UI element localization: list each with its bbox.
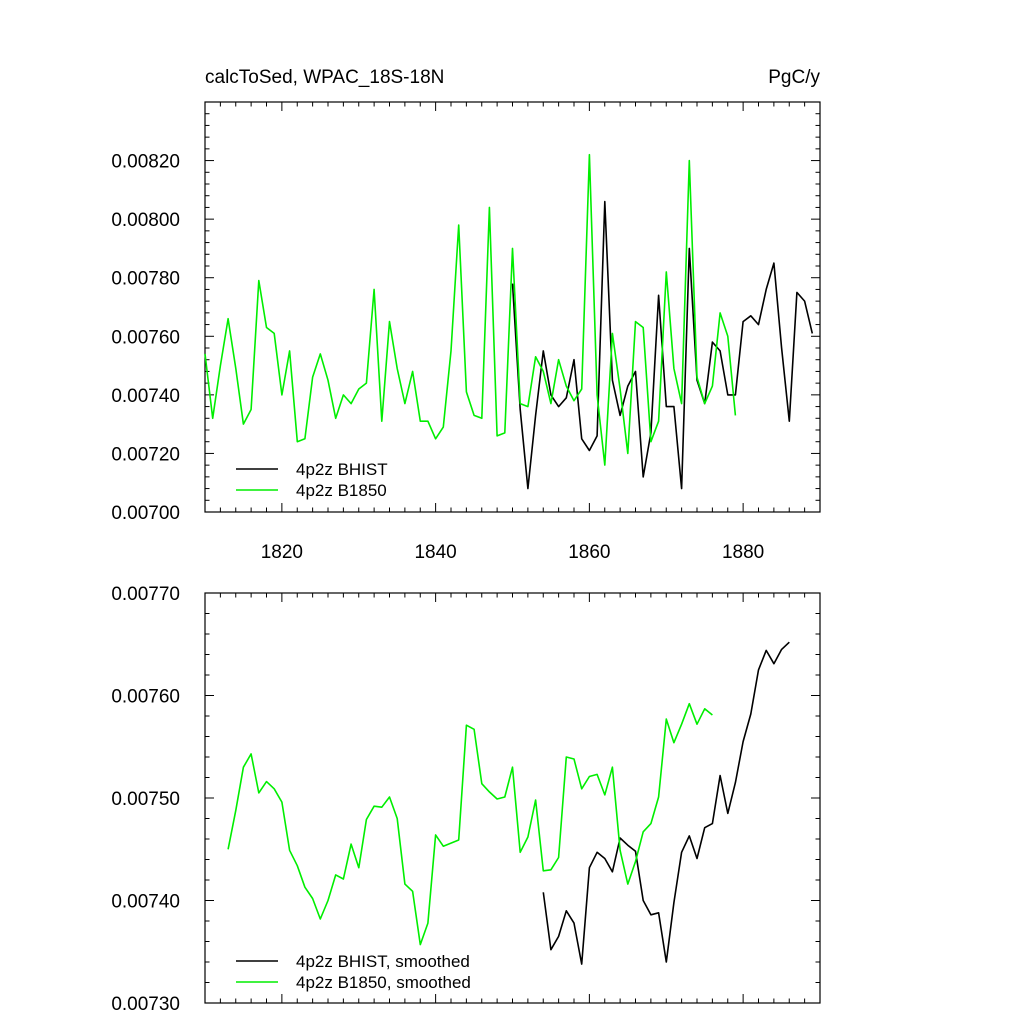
legend-label: 4p2z BHIST, smoothed (296, 952, 470, 971)
legend-label: 4p2z B1850 (296, 481, 387, 500)
y-tick-label: 0.00700 (111, 503, 180, 524)
plot-frame (204, 592, 821, 1004)
x-tick-label: 1880 (722, 542, 764, 563)
y-tick-label: 0.00760 (111, 327, 180, 348)
chart-units: PgC/y (768, 67, 820, 88)
plot-frame (204, 101, 821, 513)
y-tick-label: 0.00740 (111, 386, 180, 407)
axis-ticks (204, 101, 821, 513)
legend: 4p2z BHIST, smoothed 4p2z B1850, smoothed (236, 952, 471, 992)
y-tick-label: 0.00770 (111, 584, 180, 605)
axis-ticks (204, 592, 821, 1004)
x-tick-label: 1820 (261, 542, 303, 563)
chart-panel-1: 0.00700 0.00720 0.00740 0.00760 0.00780 0.008… (111, 67, 821, 563)
y-tick-label: 0.00740 (111, 892, 180, 913)
y-tick-label: 0.00800 (111, 210, 180, 231)
y-tick-label: 0.00750 (111, 789, 180, 810)
legend: 4p2z BHIST 4p2z B1850 (236, 460, 388, 500)
y-tick-label: 0.00760 (111, 687, 180, 708)
chart-panel-2: 0.00730 0.00740 0.00750 0.00760 0.00770 4p2z … (111, 584, 821, 1015)
chart-title: calcToSed, WPAC_18S-18N (205, 67, 444, 88)
series-line-1 (542, 641, 790, 965)
legend-label: 4p2z B1850, smoothed (296, 973, 471, 992)
series-line-2 (227, 702, 713, 946)
series-line-2 (204, 153, 737, 466)
x-tick-label: 1840 (414, 542, 456, 563)
legend-label: 4p2z BHIST (296, 460, 388, 479)
x-tick-label: 1860 (568, 542, 610, 563)
y-tick-label: 0.00730 (111, 994, 180, 1015)
y-tick-label: 0.00720 (111, 444, 180, 465)
y-tick-label: 0.00820 (111, 152, 180, 173)
y-tick-label: 0.00780 (111, 269, 180, 290)
